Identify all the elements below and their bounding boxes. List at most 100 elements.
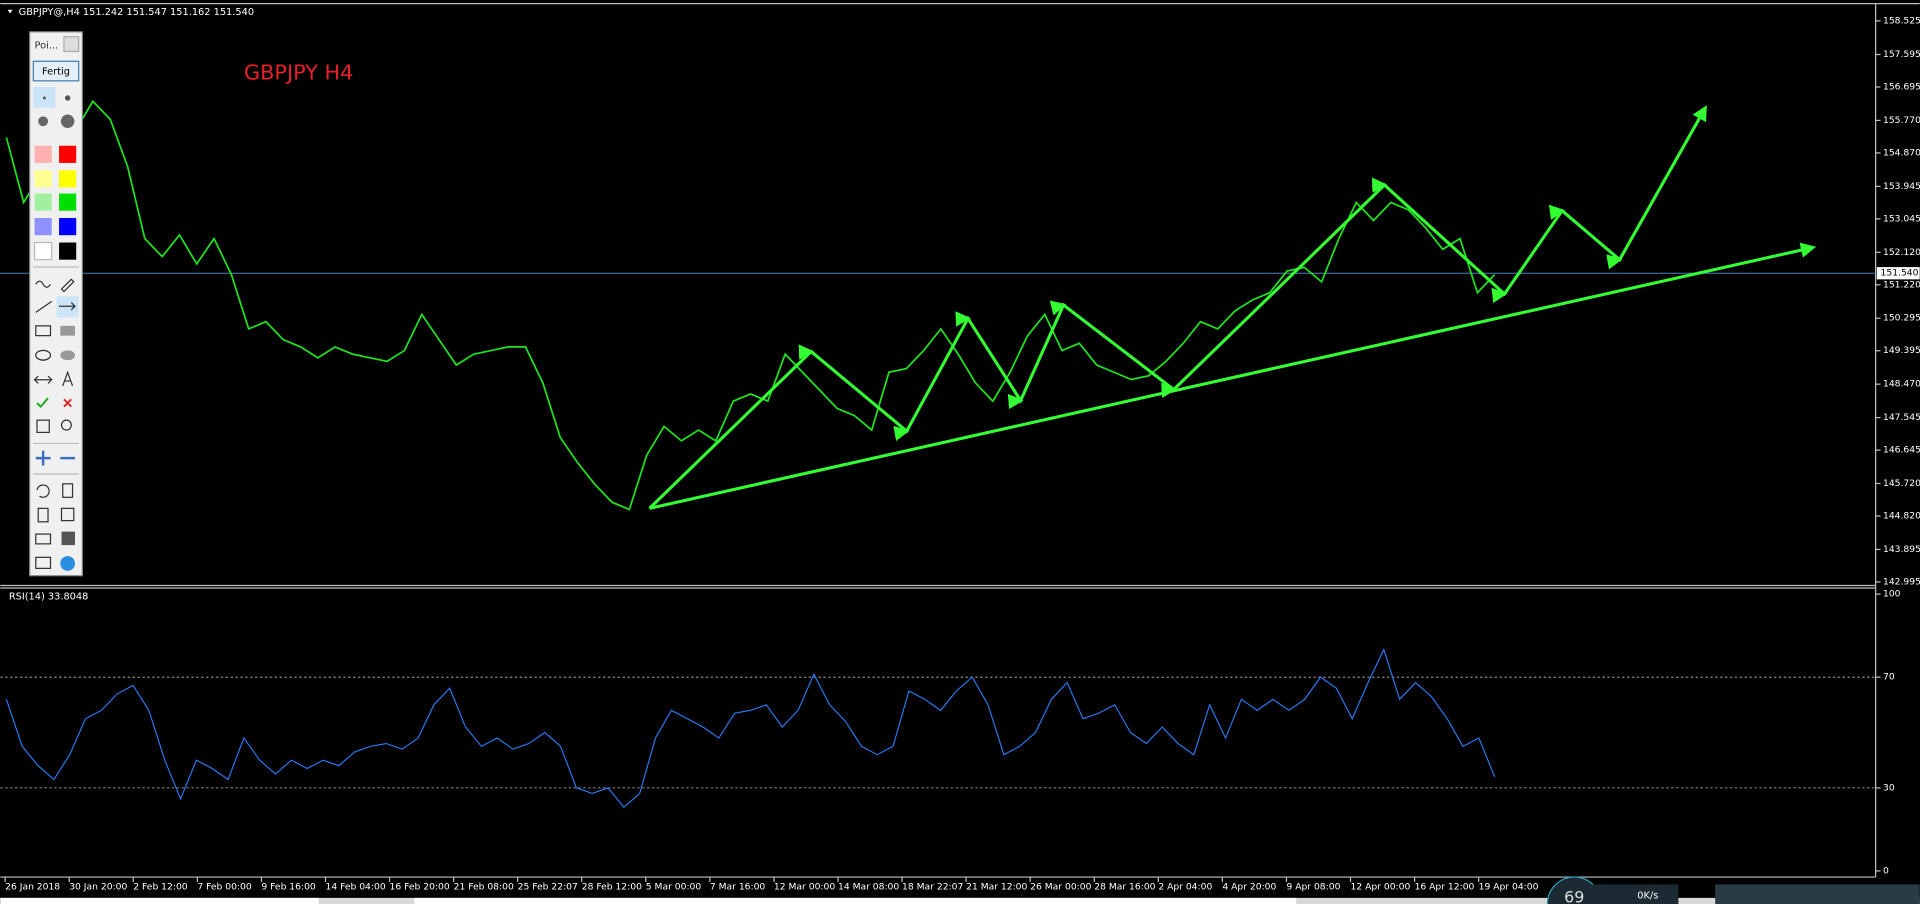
x-tick-label: 2 Feb 12:00 xyxy=(133,881,188,892)
tool-check[interactable] xyxy=(36,397,49,409)
last-price-label: 151.540 xyxy=(1881,268,1919,279)
x-tick-label: 28 Feb 12:00 xyxy=(582,881,642,892)
y-tick-label: 100 xyxy=(1883,589,1901,600)
color-swatch[interactable] xyxy=(34,193,52,211)
y-tick-label: 148.470 xyxy=(1883,379,1920,390)
color-swatch[interactable] xyxy=(33,241,53,261)
tool-undo[interactable] xyxy=(36,484,50,498)
y-tick-label: 153.945 xyxy=(1883,181,1920,192)
x-tick-label: 4 Apr 20:00 xyxy=(1222,881,1276,892)
dot-size[interactable] xyxy=(64,95,71,101)
y-tick-label: 0 xyxy=(1883,865,1889,876)
chart-label: GBPJPY H4 xyxy=(244,60,353,84)
tab[interactable] xyxy=(414,897,1297,904)
x-tick-label: 5 Mar 00:00 xyxy=(646,881,702,892)
x-tick-label: 25 Feb 22:07 xyxy=(518,881,578,892)
tool-curve[interactable] xyxy=(35,280,52,288)
x-tick-label: 14 Mar 08:00 xyxy=(838,881,899,892)
speed-label: 0K/s xyxy=(1637,890,1658,901)
dot-size[interactable] xyxy=(42,96,46,100)
x-tick-label: 16 Apr 12:00 xyxy=(1415,881,1475,892)
color-swatch[interactable] xyxy=(59,170,77,188)
tool-measure[interactable] xyxy=(33,375,53,384)
tool-rect-filled[interactable] xyxy=(60,325,75,336)
color-swatch[interactable] xyxy=(59,145,77,163)
y-tick-label: 157.595 xyxy=(1883,49,1920,60)
x-tick-label: 14 Feb 04:00 xyxy=(325,881,385,892)
done-button[interactable] xyxy=(32,60,80,82)
toolbar-title: Poi... xyxy=(35,40,59,51)
rsi-label: RSI(14) 33.8048 xyxy=(9,592,89,603)
y-tick-label: 150.295 xyxy=(1883,313,1920,324)
y-tick-label: 143.895 xyxy=(1883,544,1920,555)
speed-box xyxy=(1592,884,1679,904)
y-tick-label: 149.395 xyxy=(1883,345,1920,356)
tool-ellipse[interactable] xyxy=(35,349,52,361)
tool-delete[interactable] xyxy=(62,483,74,498)
close-button[interactable] xyxy=(63,36,80,53)
x-tick-label: 7 Feb 00:00 xyxy=(197,881,252,892)
x-tick-label: 7 Mar 16:00 xyxy=(710,881,766,892)
x-tick-label: 21 Feb 08:00 xyxy=(454,881,514,892)
x-tick-label: 28 Mar 16:00 xyxy=(1094,881,1155,892)
y-tick-label: 156.695 xyxy=(1883,82,1920,93)
done-button-label: Fertig xyxy=(42,67,70,78)
color-swatch[interactable] xyxy=(34,170,52,188)
zigzag-arrow[interactable] xyxy=(648,105,1707,510)
y-tick-label: 154.870 xyxy=(1883,147,1920,158)
x-tick-label: 30 Jan 20:00 xyxy=(69,881,127,892)
speed-gauge xyxy=(1546,876,1602,904)
symbol-info: GBPJPY@,H4 151.242 151.547 151.162 151.5… xyxy=(19,7,254,18)
y-tick-label: 153.045 xyxy=(1883,213,1920,224)
tool-new[interactable] xyxy=(37,507,49,523)
x-tick-label: 2 Apr 04:00 xyxy=(1158,881,1212,892)
tool-pencil[interactable] xyxy=(60,278,75,293)
y-tick-label: 147.545 xyxy=(1883,412,1920,423)
dot-size[interactable] xyxy=(38,116,49,127)
color-swatch[interactable] xyxy=(59,193,77,211)
x-tick-label: 12 Mar 00:00 xyxy=(774,881,835,892)
y-tick-label: 155.770 xyxy=(1883,115,1920,126)
color-swatch[interactable] xyxy=(34,145,52,163)
tool-line[interactable] xyxy=(35,300,53,313)
tool-text[interactable] xyxy=(62,370,74,387)
tool-screenshot[interactable] xyxy=(35,556,52,569)
color-swatch[interactable] xyxy=(59,242,77,260)
y-tick-label: 152.120 xyxy=(1883,247,1920,258)
y-tick-label: 158.525 xyxy=(1883,15,1920,26)
y-tick-label: 70 xyxy=(1883,672,1895,683)
gauge-value: 69 xyxy=(1564,887,1584,904)
drawing-toolbar: Poi... Fertig xyxy=(29,31,83,577)
tool-ellipse-filled[interactable] xyxy=(60,350,75,361)
tool-zoom[interactable] xyxy=(60,419,72,431)
last-price-box xyxy=(1876,267,1920,280)
tab[interactable] xyxy=(0,897,319,904)
tool-copy[interactable] xyxy=(60,507,75,522)
y-tick-label: 30 xyxy=(1883,782,1895,793)
x-tick-label: 26 Mar 00:00 xyxy=(1030,881,1091,892)
x-tick-label: 9 Feb 16:00 xyxy=(261,881,316,892)
tool-print[interactable] xyxy=(35,533,52,545)
x-tick-label: 12 Apr 00:00 xyxy=(1351,881,1411,892)
y-tick-label: 144.820 xyxy=(1883,511,1920,522)
tool-rect[interactable] xyxy=(35,325,52,337)
tool-plus[interactable] xyxy=(35,450,51,466)
tool-arrow[interactable] xyxy=(59,302,76,311)
taskbar xyxy=(1715,884,1920,904)
menu-triangle[interactable] xyxy=(7,9,13,14)
tool-cross[interactable] xyxy=(63,398,72,408)
tool-info[interactable] xyxy=(60,556,75,571)
tool-save[interactable] xyxy=(61,531,75,546)
x-tick-label: 16 Feb 20:00 xyxy=(390,881,450,892)
x-tick-label: 21 Mar 12:00 xyxy=(966,881,1027,892)
series-line xyxy=(5,647,1496,809)
x-tick-label: 19 Apr 04:00 xyxy=(1479,881,1539,892)
color-swatch[interactable] xyxy=(59,218,77,236)
tool-crop[interactable] xyxy=(36,419,50,434)
color-swatch[interactable] xyxy=(34,218,52,236)
dot-size[interactable] xyxy=(60,114,75,129)
y-tick-label: 142.995 xyxy=(1883,576,1920,587)
x-tick-label: 9 Apr 08:00 xyxy=(1286,881,1340,892)
